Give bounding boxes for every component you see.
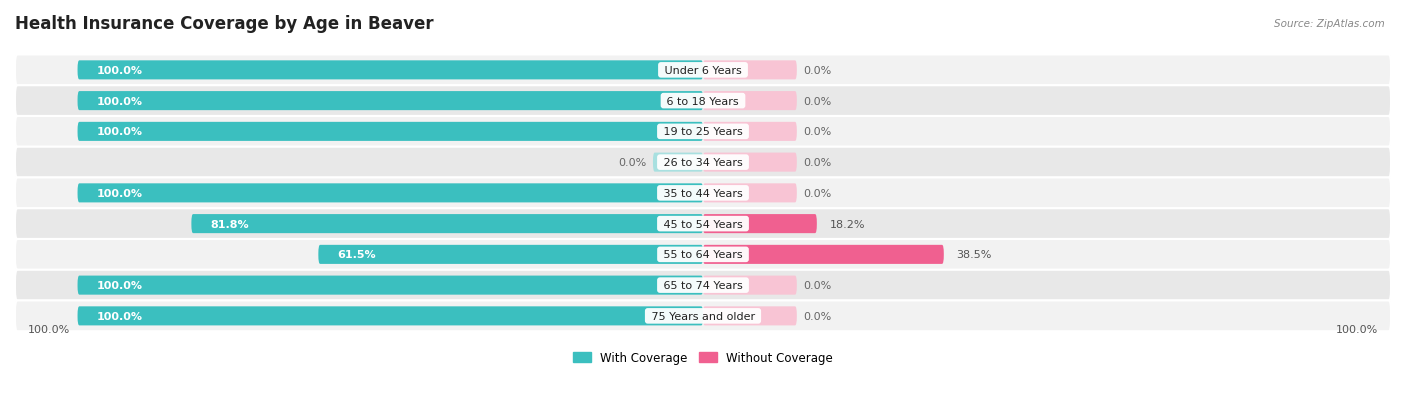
FancyBboxPatch shape [703, 306, 797, 325]
Text: 0.0%: 0.0% [803, 280, 831, 290]
FancyBboxPatch shape [15, 86, 1391, 117]
Text: 0.0%: 0.0% [803, 96, 831, 107]
Text: Source: ZipAtlas.com: Source: ZipAtlas.com [1274, 19, 1385, 28]
Text: Health Insurance Coverage by Age in Beaver: Health Insurance Coverage by Age in Beav… [15, 15, 433, 33]
Text: 100.0%: 100.0% [96, 96, 142, 107]
Text: 100.0%: 100.0% [96, 188, 142, 198]
Text: 45 to 54 Years: 45 to 54 Years [659, 219, 747, 229]
FancyBboxPatch shape [15, 240, 1391, 270]
Text: 0.0%: 0.0% [803, 188, 831, 198]
FancyBboxPatch shape [15, 178, 1391, 209]
FancyBboxPatch shape [703, 92, 797, 111]
FancyBboxPatch shape [77, 184, 703, 203]
FancyBboxPatch shape [77, 276, 703, 295]
Legend: With Coverage, Without Coverage: With Coverage, Without Coverage [568, 347, 838, 369]
FancyBboxPatch shape [703, 61, 797, 80]
Text: 26 to 34 Years: 26 to 34 Years [659, 158, 747, 168]
FancyBboxPatch shape [703, 276, 797, 295]
Text: 100.0%: 100.0% [96, 127, 142, 137]
FancyBboxPatch shape [15, 270, 1391, 301]
FancyBboxPatch shape [703, 123, 797, 142]
FancyBboxPatch shape [652, 153, 703, 172]
FancyBboxPatch shape [15, 55, 1391, 86]
Text: 61.5%: 61.5% [337, 250, 375, 260]
Text: Under 6 Years: Under 6 Years [661, 66, 745, 76]
Text: 81.8%: 81.8% [209, 219, 249, 229]
Text: 65 to 74 Years: 65 to 74 Years [659, 280, 747, 290]
Text: 18.2%: 18.2% [830, 219, 865, 229]
Text: 75 Years and older: 75 Years and older [648, 311, 758, 321]
Text: 0.0%: 0.0% [803, 158, 831, 168]
FancyBboxPatch shape [703, 153, 797, 172]
FancyBboxPatch shape [15, 147, 1391, 178]
Text: 0.0%: 0.0% [803, 311, 831, 321]
FancyBboxPatch shape [703, 215, 817, 234]
Text: 19 to 25 Years: 19 to 25 Years [659, 127, 747, 137]
FancyBboxPatch shape [703, 184, 797, 203]
FancyBboxPatch shape [15, 209, 1391, 240]
Text: 55 to 64 Years: 55 to 64 Years [659, 250, 747, 260]
Text: 6 to 18 Years: 6 to 18 Years [664, 96, 742, 107]
FancyBboxPatch shape [77, 123, 703, 142]
FancyBboxPatch shape [77, 92, 703, 111]
Text: 100.0%: 100.0% [96, 66, 142, 76]
Text: 38.5%: 38.5% [956, 250, 991, 260]
Text: 100.0%: 100.0% [96, 280, 142, 290]
Text: 0.0%: 0.0% [803, 66, 831, 76]
Text: 35 to 44 Years: 35 to 44 Years [659, 188, 747, 198]
FancyBboxPatch shape [318, 245, 703, 264]
Text: 100.0%: 100.0% [96, 311, 142, 321]
FancyBboxPatch shape [77, 306, 703, 325]
Text: 0.0%: 0.0% [803, 127, 831, 137]
FancyBboxPatch shape [15, 301, 1391, 332]
FancyBboxPatch shape [191, 215, 703, 234]
Text: 0.0%: 0.0% [619, 158, 647, 168]
FancyBboxPatch shape [15, 117, 1391, 147]
Text: 100.0%: 100.0% [28, 324, 70, 334]
FancyBboxPatch shape [703, 245, 943, 264]
FancyBboxPatch shape [77, 61, 703, 80]
Text: 100.0%: 100.0% [1336, 324, 1378, 334]
